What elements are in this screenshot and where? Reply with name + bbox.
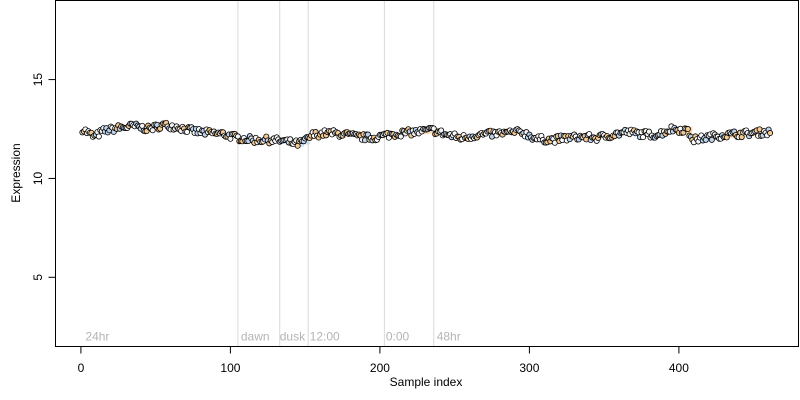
data-point — [684, 126, 691, 133]
annotation-label: 0:00 — [386, 330, 410, 344]
trend-band — [297, 140, 304, 147]
trend-band — [303, 138, 310, 145]
x-axis-label: Sample index — [390, 375, 463, 389]
annotation-label: 24hr — [85, 330, 109, 344]
y-tick-label: 5 — [31, 274, 45, 281]
data-point — [708, 136, 715, 143]
data-point — [234, 133, 241, 140]
y-tick-label: 15 — [31, 73, 45, 87]
annotation-label: dawn — [241, 330, 270, 344]
x-tick-label: 300 — [519, 361, 539, 375]
annotation-label: 12:00 — [310, 330, 340, 344]
time-annotations: 24hr dawn dusk 12:00 0:00 48hr — [85, 330, 460, 344]
x-tick-label: 100 — [220, 361, 240, 375]
annotation-label: 48hr — [437, 330, 461, 344]
y-axis-label: Expression — [9, 143, 23, 202]
data-point — [640, 134, 647, 141]
y-axis: 5 10 15 — [31, 73, 56, 281]
data-point — [646, 128, 653, 135]
y-tick-label: 10 — [31, 171, 45, 185]
data-points — [79, 119, 774, 149]
trend-band — [758, 129, 765, 136]
x-axis: 0 100 200 300 400 — [78, 346, 689, 375]
vertical-markers — [237, 0, 435, 347]
x-tick-label: 400 — [669, 361, 689, 375]
x-tick-label: 0 — [78, 361, 85, 375]
data-point — [430, 125, 437, 132]
data-point — [397, 133, 404, 140]
data-point — [139, 122, 146, 129]
data-point — [149, 127, 156, 134]
data-point — [767, 130, 774, 137]
annotation-label: dusk — [280, 330, 306, 344]
x-tick-label: 200 — [370, 361, 390, 375]
data-point — [95, 133, 102, 140]
